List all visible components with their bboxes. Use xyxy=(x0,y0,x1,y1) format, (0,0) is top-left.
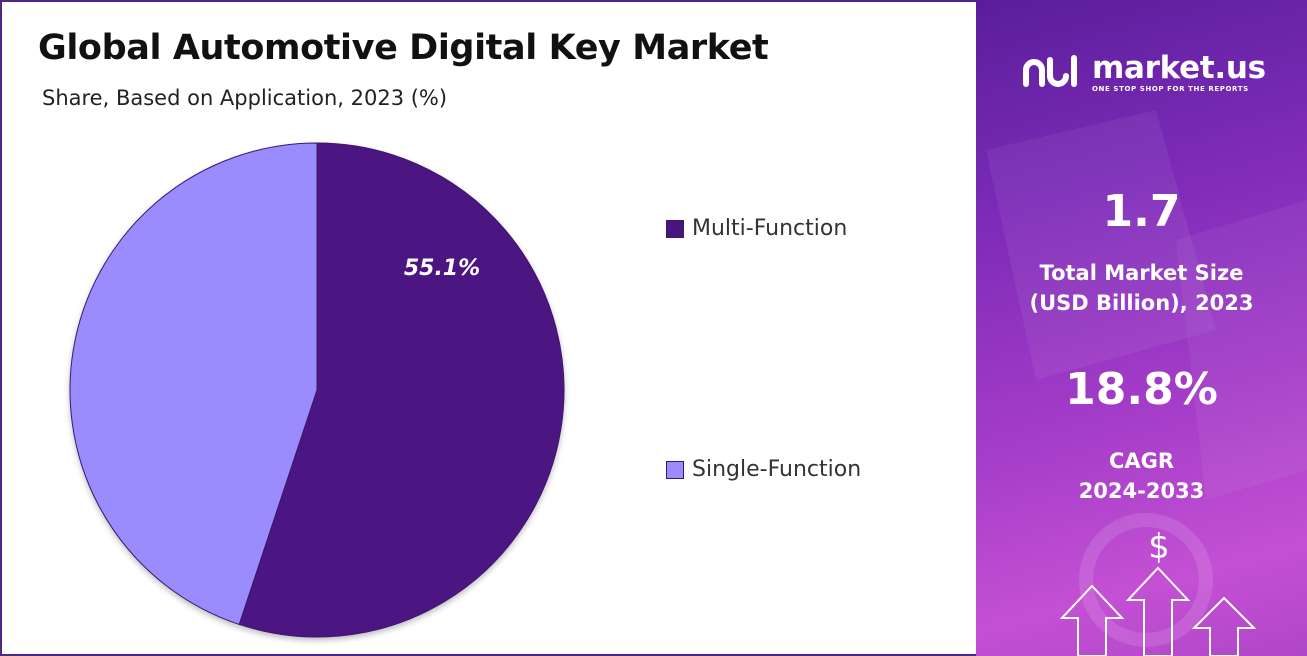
brand-tagline: ONE STOP SHOP FOR THE REPORTS xyxy=(1092,84,1249,93)
market-size-caption-line1: Total Market Size xyxy=(1039,261,1244,285)
cagr-caption-line1: CAGR xyxy=(1108,449,1175,473)
brand-logo: market.us ONE STOP SHOP FOR THE REPORTS xyxy=(1020,50,1266,94)
pie-data-label-multi-function: 55.1% xyxy=(404,256,480,281)
cagr-value: 18.8% xyxy=(1065,364,1218,415)
cagr-caption-line2: 2024-2033 xyxy=(1078,479,1205,503)
chart-panel: Global Automotive Digital Key Market Sha… xyxy=(0,0,976,656)
legend-item-single-function: Single-Function xyxy=(666,457,861,482)
pie-slice-multi-function xyxy=(238,142,565,638)
dollar-icon: $ xyxy=(1148,527,1170,567)
market-us-logo-icon xyxy=(1023,55,1077,87)
chart-title: Global Automotive Digital Key Market xyxy=(38,28,769,68)
legend-swatch-single-function xyxy=(666,460,684,479)
market-size-caption-line2: (USD Billion), 2023 xyxy=(1029,291,1254,315)
background-decoration xyxy=(986,110,1307,647)
market-size-value: 1.7 xyxy=(1102,186,1181,237)
stats-panel: market.us ONE STOP SHOP FOR THE REPORTS … xyxy=(976,0,1307,656)
pie-chart: 55.1% xyxy=(69,142,565,638)
legend-swatch-multi-function xyxy=(666,219,684,238)
legend-label-multi-function: Multi-Function xyxy=(692,216,848,241)
brand-name: market.us xyxy=(1092,49,1266,86)
legend-item-multi-function: Multi-Function xyxy=(666,216,847,241)
legend-label-single-function: Single-Function xyxy=(692,457,862,482)
chart-subtitle: Share, Based on Application, 2023 (%) xyxy=(42,86,448,110)
growth-arrows-icon: $ xyxy=(1059,527,1257,656)
pie-slice-single-function xyxy=(69,142,318,626)
